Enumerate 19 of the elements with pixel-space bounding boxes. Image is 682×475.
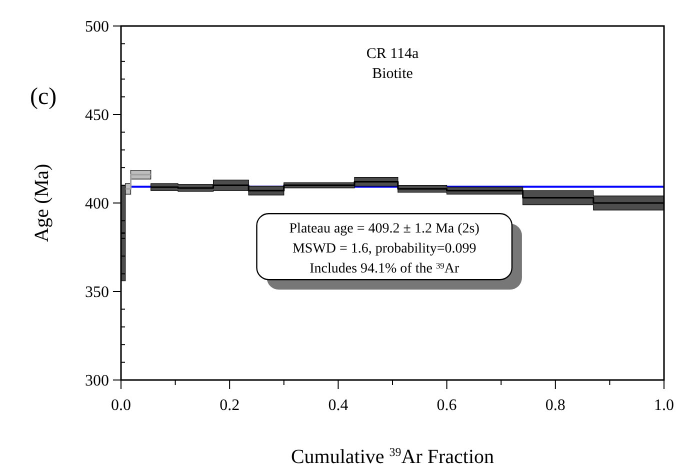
- annotation: Plateau age = 409.2 ± 1.2 Ma (2s): [289, 222, 480, 237]
- y-tick-label: 500: [85, 18, 109, 36]
- y-tick-label: 350: [85, 284, 109, 302]
- y-tick-label: 450: [85, 107, 109, 124]
- y-tick-label: 400: [85, 196, 109, 213]
- annotation: Includes 94.1% of the $^{39}$Ar: [310, 261, 460, 277]
- annotation: CR 114a: [366, 46, 420, 62]
- x-tick-label: 0.0: [111, 397, 131, 414]
- x-tick-label: 0.4: [328, 397, 348, 414]
- x-axis-title: Cumulative $^{39}$Ar Fraction: [290, 445, 494, 468]
- annotation: Biotite: [372, 66, 414, 82]
- x-tick-label: 0.6: [436, 397, 457, 414]
- annotation: MSWD = 1.6, probability=0.099: [292, 242, 476, 257]
- y-axis-title: Age (Ma): [31, 164, 53, 242]
- x-tick-label: 1.0: [654, 397, 674, 414]
- x-tick-label: 0.8: [545, 397, 566, 414]
- y-tick-label: 300: [85, 372, 109, 390]
- text: (c): [30, 84, 57, 110]
- x-tick-label: 0.2: [220, 397, 240, 414]
